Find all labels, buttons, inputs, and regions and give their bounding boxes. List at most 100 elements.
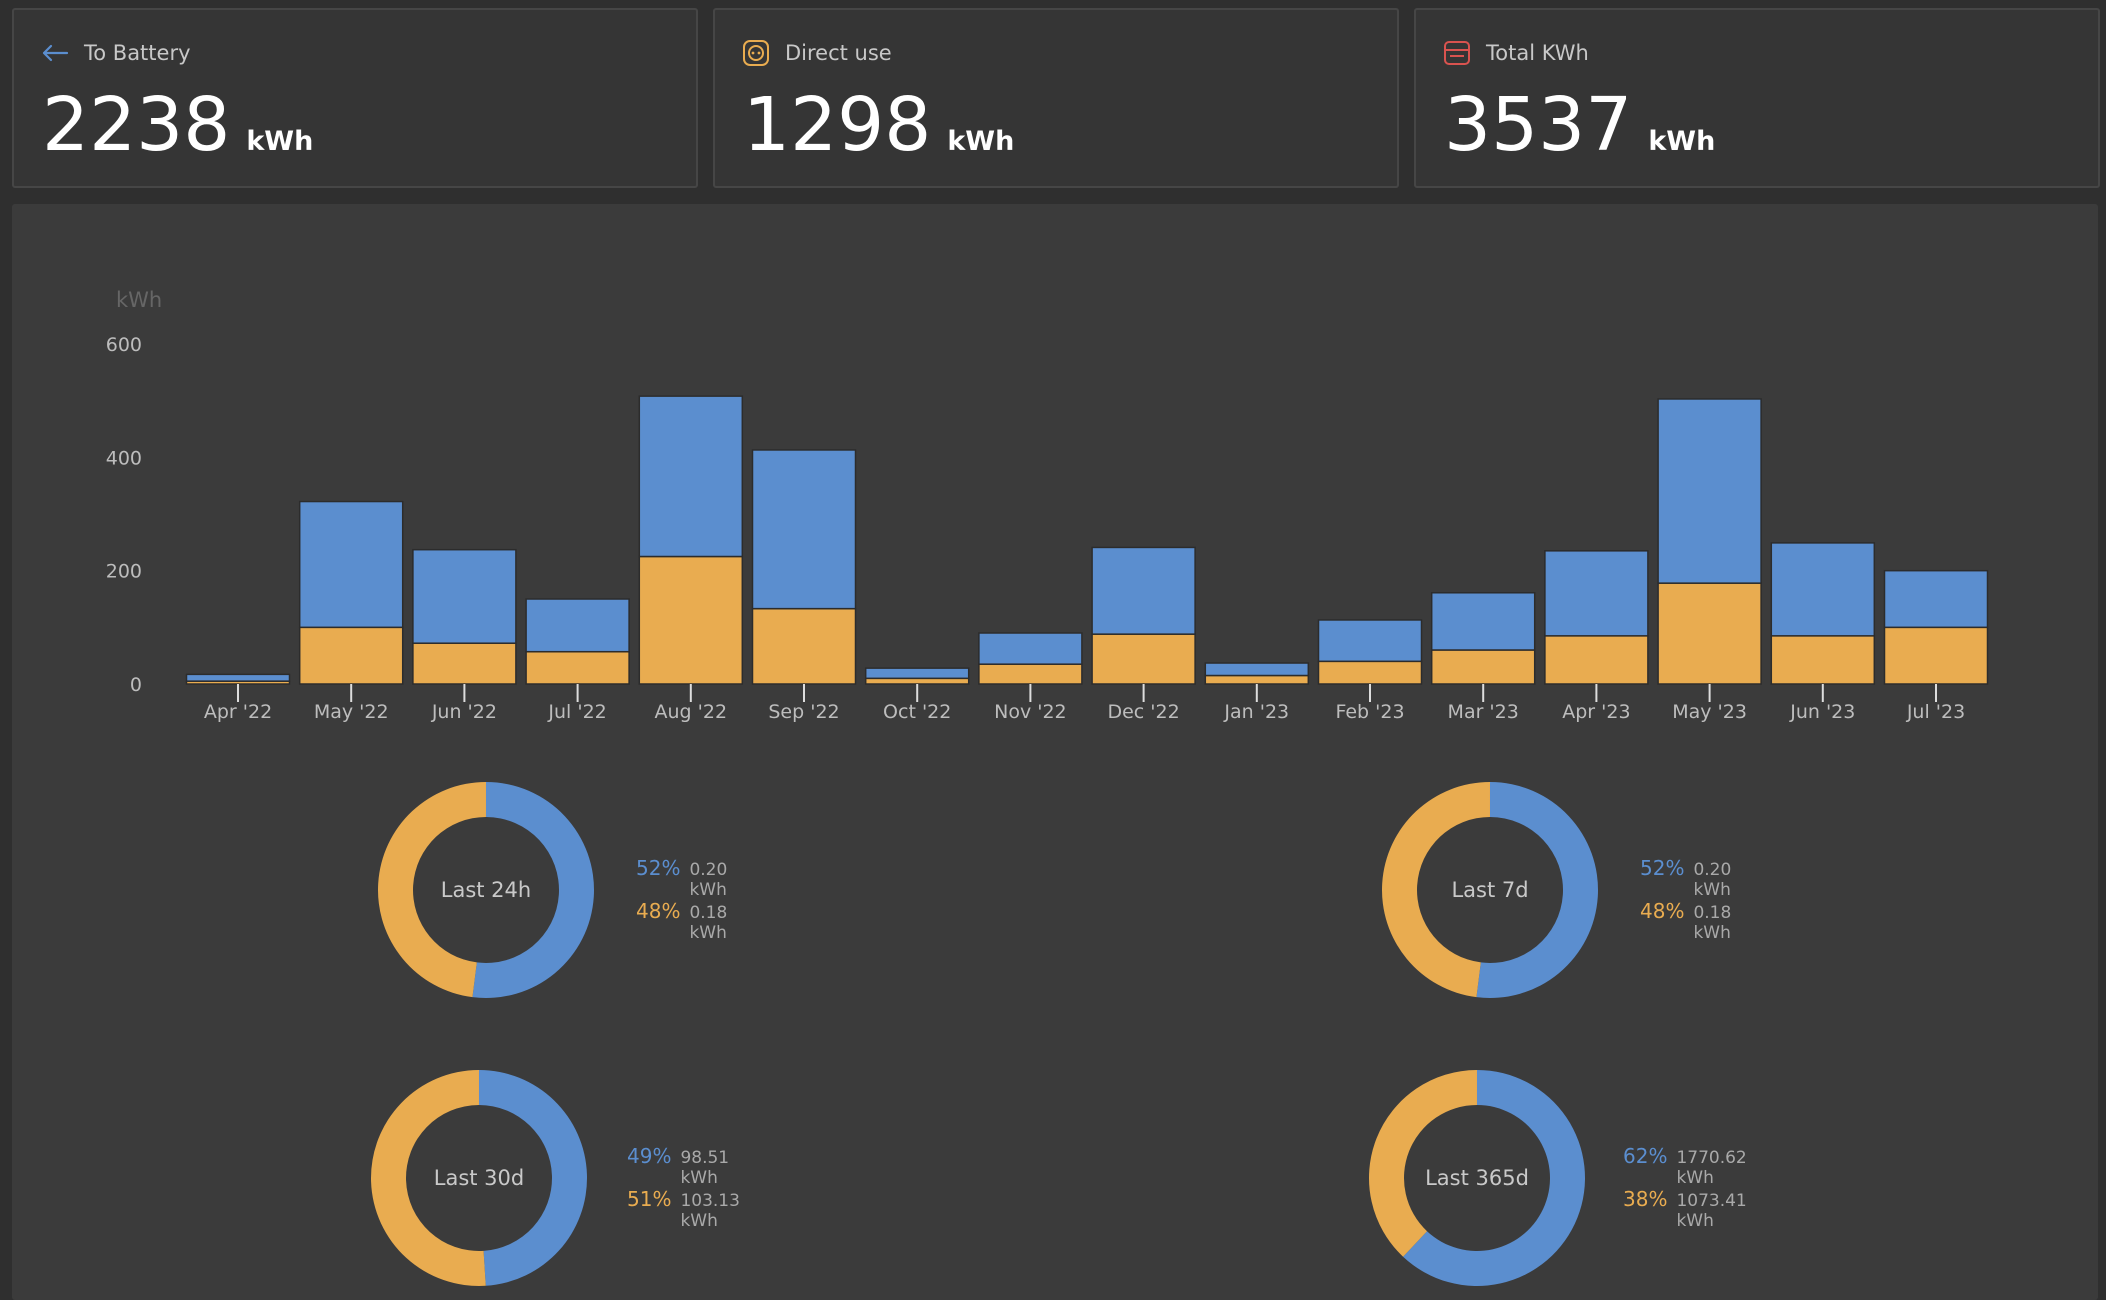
bar-direct-use [1544, 635, 1649, 685]
x-tick-label: Jun '23 [1789, 701, 1855, 723]
bar-direct-use [1317, 660, 1423, 685]
bar-to-battery [1091, 546, 1196, 635]
battery-value: 0.20 kWh [1693, 860, 1732, 900]
battery-value: 1770.62 kWh [1676, 1148, 1747, 1188]
x-tick-label: Apr '22 [204, 701, 272, 723]
bar-to-battery [412, 548, 517, 644]
y-axis-unit: kWh [116, 288, 162, 312]
bar-direct-use [1657, 582, 1762, 685]
donut-slice-direct [1369, 1070, 1477, 1257]
bar-to-battery [864, 667, 970, 680]
direct-percent: 48% [1640, 899, 1685, 923]
bar-to-battery [978, 632, 1083, 665]
y-tick-label: 600 [106, 334, 142, 356]
x-tick-label: Jun '22 [431, 701, 497, 723]
battery-percent: 62% [1623, 1144, 1668, 1168]
y-tick-label: 200 [106, 561, 142, 583]
battery-percent: 52% [636, 856, 681, 880]
donut-slice-battery [479, 1070, 587, 1286]
x-tick-label: Nov '22 [994, 701, 1067, 723]
donut-chart [370, 1070, 587, 1286]
donut-slice-battery [1403, 1070, 1585, 1286]
card-value: 3537 [1444, 82, 1633, 168]
card-label: To Battery [84, 41, 191, 65]
card-label: Direct use [785, 41, 892, 65]
donut-label: Last 365d [1425, 1166, 1529, 1190]
y-tick-label: 400 [106, 447, 142, 469]
donut-chart [1382, 782, 1598, 998]
x-tick-label: May '23 [1672, 701, 1747, 723]
bar-to-battery [525, 598, 630, 653]
bar-to-battery [638, 395, 744, 558]
direct-value: 0.18 kWh [689, 903, 728, 943]
bar-to-battery [185, 673, 291, 682]
x-tick-label: May '22 [314, 701, 389, 723]
x-tick-label: Jul '23 [1906, 701, 1965, 723]
bar-to-battery [1204, 662, 1310, 677]
card-label: Total KWh [1486, 41, 1589, 65]
card-direct-use: Direct use 1298 kWh [713, 8, 1399, 188]
donut-chart [1369, 1070, 1585, 1286]
x-tick-label: Mar '23 [1448, 701, 1519, 723]
energy-panel: kWh 0 200 400 600 Apr '22 May '22 Jun '22 Jul '2… [12, 204, 2098, 1300]
arrow-left-icon [40, 38, 70, 68]
x-tick-label: Feb '23 [1335, 701, 1404, 723]
bar-direct-use [1770, 635, 1876, 685]
direct-value: 0.18 kWh [1693, 903, 1732, 943]
donut-slice-battery [472, 782, 594, 998]
card-unit: kWh [947, 126, 1015, 157]
donut-slice-battery [1476, 782, 1598, 998]
donut-slice-direct [1382, 782, 1490, 998]
bar-to-battery [1883, 569, 1989, 629]
socket-icon [741, 38, 771, 68]
bar-to-battery [1657, 398, 1762, 584]
x-tick-label: Sep '22 [768, 701, 839, 723]
battery-percent: 49% [627, 1144, 672, 1168]
bar-direct-use [1883, 626, 1989, 685]
bar-to-battery [1770, 542, 1876, 637]
meter-icon [1442, 38, 1472, 68]
battery-percent: 52% [1640, 856, 1685, 880]
x-tick-label: Apr '23 [1562, 701, 1630, 723]
bar-direct-use [1204, 674, 1310, 685]
card-total-kwh: Total KWh 3537 kWh [1414, 8, 2100, 188]
bar-direct-use [1091, 633, 1196, 685]
card-value: 2238 [42, 82, 231, 168]
direct-percent: 38% [1623, 1187, 1668, 1211]
donut-label: Last 24h [440, 878, 532, 902]
card-unit: kWh [246, 126, 314, 157]
bar-direct-use [1430, 649, 1536, 685]
direct-value: 103.13 kWh [680, 1191, 740, 1231]
y-tick-label: 0 [130, 674, 142, 696]
donut-slice-direct [370, 1070, 486, 1286]
bar-direct-use [638, 555, 744, 685]
bar-direct-use [412, 642, 517, 685]
direct-percent: 48% [636, 899, 681, 923]
card-unit: kWh [1648, 126, 1716, 157]
card-to-battery: To Battery 2238 kWh [12, 8, 698, 188]
bar-to-battery [1317, 619, 1423, 663]
bar-direct-use [751, 607, 857, 685]
card-value: 1298 [743, 82, 932, 168]
bar-direct-use [298, 626, 404, 685]
donut-slice-direct [377, 782, 486, 998]
bar-to-battery [1544, 550, 1649, 637]
direct-value: 1073.41 kWh [1676, 1191, 1747, 1231]
x-tick-label: Dec '22 [1107, 701, 1179, 723]
x-tick-label: Oct '22 [883, 701, 951, 723]
bar-direct-use [978, 663, 1083, 685]
battery-value: 0.20 kWh [689, 860, 728, 900]
battery-value: 98.51 kWh [680, 1148, 730, 1188]
x-tick-label: Jan '23 [1223, 701, 1289, 723]
bar-direct-use [864, 677, 970, 685]
x-tick-label: Aug '22 [655, 701, 728, 723]
direct-percent: 51% [627, 1187, 672, 1211]
bar-to-battery [751, 449, 857, 610]
donut-label: Last 7d [1451, 878, 1529, 902]
monthly-energy-chart: kWh 0 200 400 600 Apr '22 May '22 Jun '22 Jul '2… [106, 288, 1989, 723]
bar-direct-use [525, 650, 630, 685]
bar-to-battery [298, 500, 404, 629]
bar-to-battery [1430, 592, 1536, 651]
donut-label: Last 30d [433, 1166, 525, 1190]
donut-chart [377, 782, 594, 998]
